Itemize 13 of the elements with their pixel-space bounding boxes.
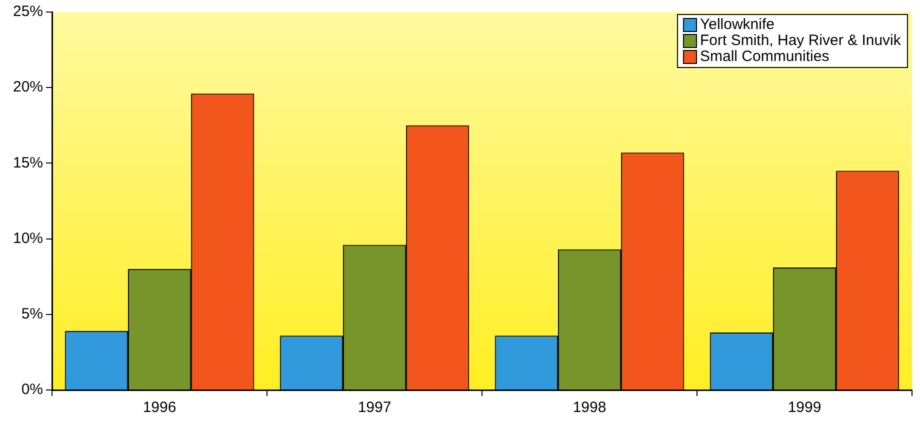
legend-label: Yellowknife xyxy=(700,16,774,33)
y-tick-label: 25% xyxy=(12,3,44,20)
x-tick-label: 1997 xyxy=(358,399,392,416)
x-tick-label: 1996 xyxy=(142,399,176,416)
y-tick-label: 5% xyxy=(21,306,44,323)
y-tick-label: 10% xyxy=(12,230,44,247)
legend-label: Small Communities xyxy=(700,48,830,65)
y-tick-label: 20% xyxy=(12,78,44,96)
y-tick-label: 15% xyxy=(12,154,44,172)
legend-label: Fort Smith, Hay River & Inuvik xyxy=(700,32,901,49)
x-tick-label: 1998 xyxy=(572,399,606,416)
y-tick-label: 0% xyxy=(21,381,44,398)
x-tick-label: 1999 xyxy=(788,399,822,416)
